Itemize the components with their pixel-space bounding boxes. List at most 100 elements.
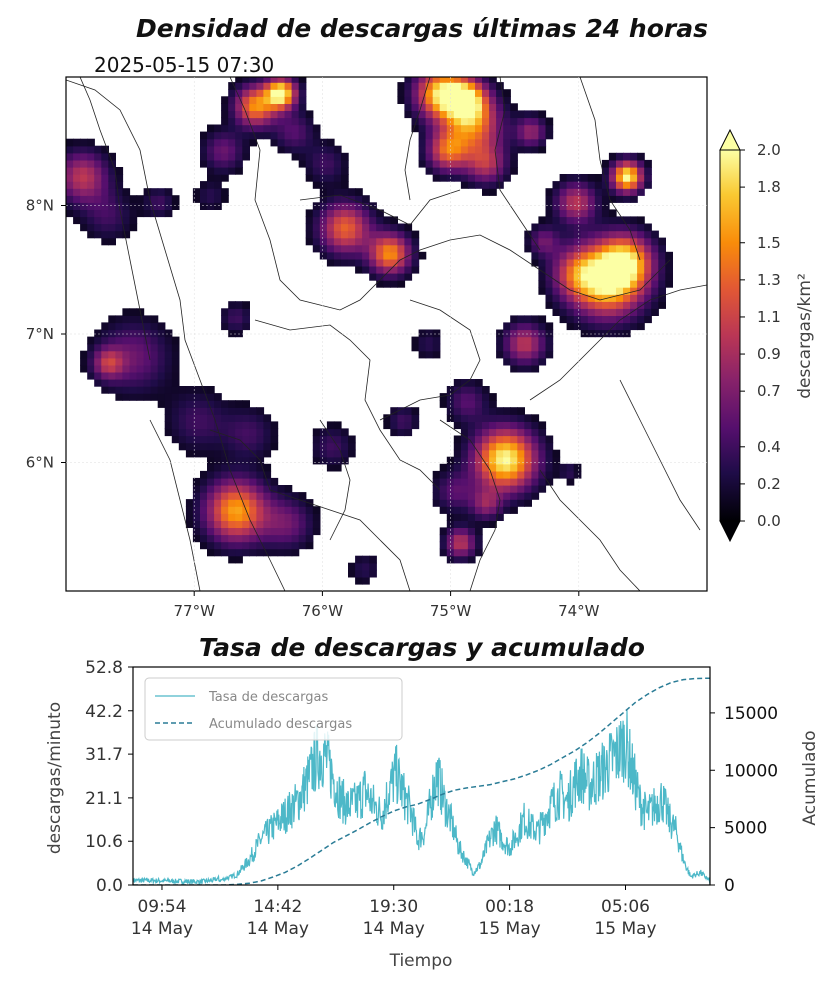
heat-cell [122,223,131,232]
heat-cell [305,131,314,140]
heat-cell [277,138,286,147]
heat-cell [432,103,441,111]
heat-cell [601,251,610,260]
heat-cell [637,152,645,161]
heat-cell [453,548,462,557]
heat-cell [404,230,413,239]
heat-cell [270,492,279,500]
heat-cell [305,159,314,168]
heat-cell [200,414,208,422]
heat-cell [214,138,222,147]
heat-cell [214,548,222,557]
heat-cell [566,477,575,486]
heat-cell [312,449,321,458]
heat-cell [545,470,554,479]
heat-cell [467,152,476,161]
heat-cell [263,499,272,507]
heat-cell [298,492,307,500]
heat-cell [115,223,124,232]
heat-cell [200,527,208,536]
heat-cell [580,265,589,274]
heat-cell [524,364,532,373]
heat-cell [249,428,257,437]
heat-cell [376,244,384,253]
heat-cell [397,223,406,232]
heat-cell [531,145,540,154]
y2-tick-label: 0 [724,876,735,896]
heat-cell [319,216,328,225]
heat-cell [129,371,138,380]
heat-cell [552,265,561,274]
heat-cell [355,555,363,564]
heat-cell [475,477,483,486]
heat-cell [453,159,462,168]
heat-cell [333,258,342,267]
heat-cell [559,216,568,225]
heat-cell [362,555,370,564]
heat-cell [460,145,469,154]
heat-cell [616,167,624,175]
heat-cell [305,174,314,182]
heat-cell [432,350,441,359]
heat-cell [319,174,328,182]
heat-cell [637,322,645,331]
heat-cell [235,110,243,119]
heat-cell [228,492,236,500]
heat-cell [566,251,575,260]
heat-cell [341,456,349,465]
heat-cell [453,393,462,401]
heat-cell [608,315,617,324]
heat-cell [658,280,666,288]
heat-cell [277,145,286,154]
heat-cell [460,506,469,514]
heat-cell [503,343,511,352]
heat-cell [214,393,222,401]
heat-cell [192,477,201,486]
heat-cell [453,421,462,430]
heat-cell [510,357,518,366]
heat-cell [263,527,272,536]
heat-cell [524,414,532,422]
heat-cell [531,131,540,140]
heat-cell [73,202,81,210]
heat-cell [200,435,208,444]
heat-cell [192,506,201,514]
heat-cell [425,159,434,168]
heat-cell [475,152,483,161]
heat-cell [242,449,250,458]
heat-cell [298,527,307,536]
heat-cell [66,195,74,203]
heat-cell [277,117,286,126]
heat-cell [221,520,229,528]
heat-cell [517,492,525,500]
heat-cell [207,541,215,550]
heat-cell [418,89,427,97]
heat-cell [608,244,617,253]
heat-cell [482,520,490,528]
heat-cell [157,343,166,352]
heat-cell [270,513,279,521]
heat-cell [185,414,194,422]
heat-cell [326,456,335,465]
heat-cell [460,492,469,500]
heat-cell [482,96,490,104]
heat-cell [164,393,173,401]
heat-cell [298,152,307,161]
heat-cell [587,315,596,324]
heat-cell [115,343,124,352]
heat-cell [66,188,74,196]
heat-cell [623,167,631,175]
heat-cell [228,308,236,316]
heat-cell [235,470,243,479]
heat-cell [460,159,469,168]
heat-cell [439,77,448,83]
heat-cell [432,152,441,161]
heat-cell [305,534,314,543]
heat-cell [207,463,215,472]
heat-cell [538,145,547,154]
heat-cell [235,499,243,507]
heat-cell [608,188,617,196]
heat-cell [143,379,152,387]
heat-cell [80,188,88,196]
heat-cell [94,188,102,196]
